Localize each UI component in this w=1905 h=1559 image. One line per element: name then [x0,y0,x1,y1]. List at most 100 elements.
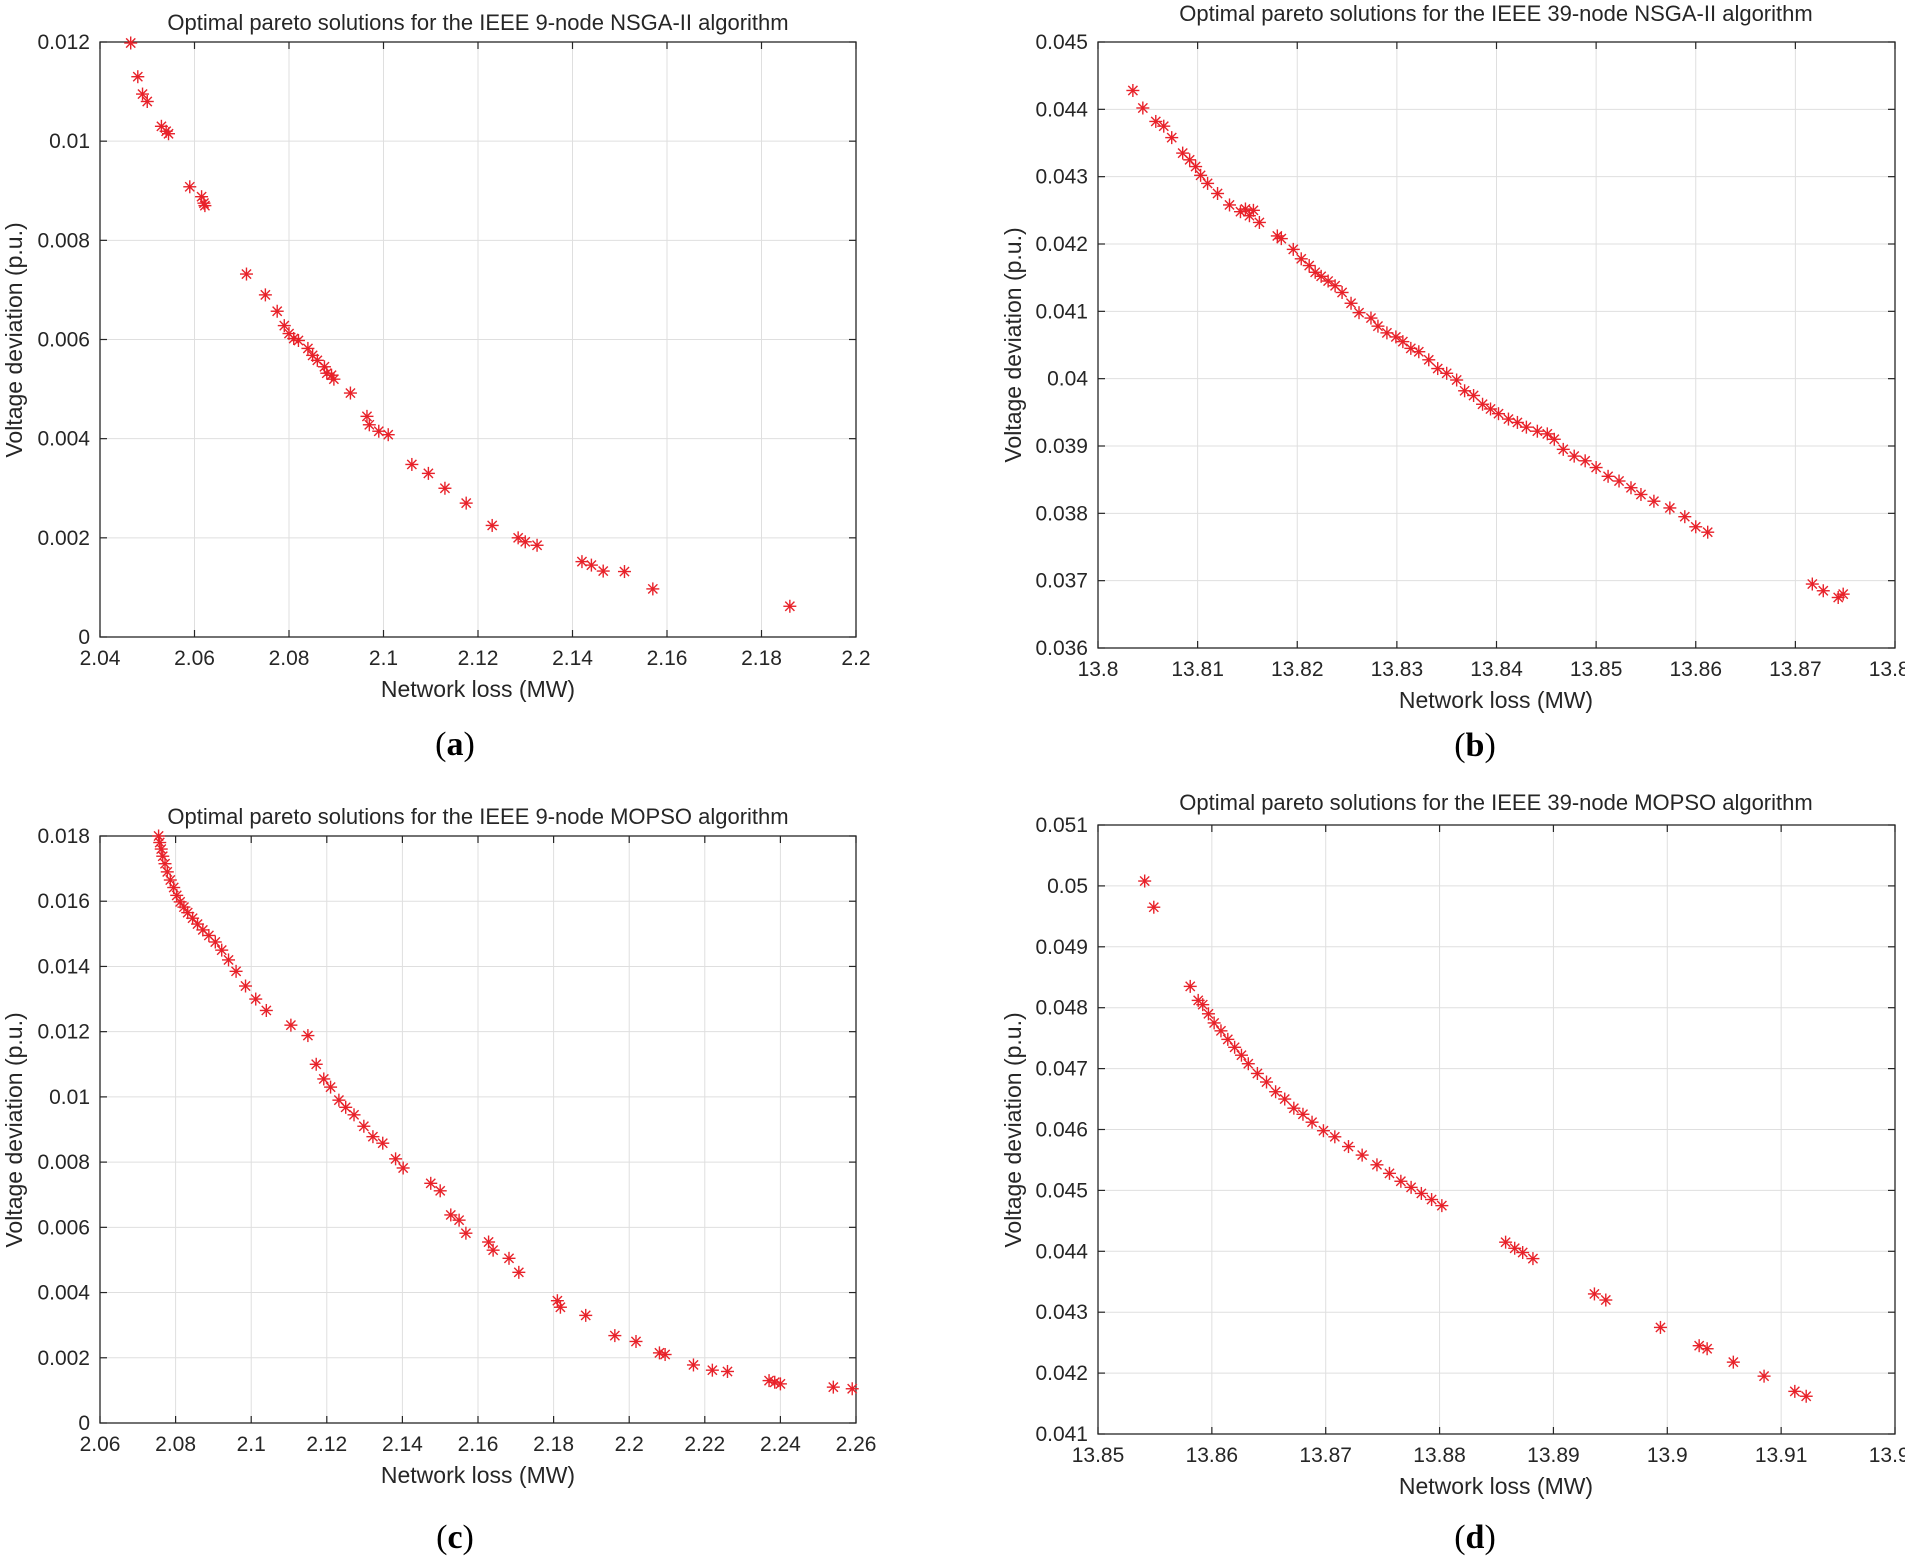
panel-b-data-point [1805,577,1819,591]
panel-a-data-point [381,428,395,442]
panel-b-ytick-label: 0.039 [1035,435,1088,458]
panel-a-data-point [140,95,154,108]
panel-b-data-point [1412,345,1426,359]
panel-b-data-point [1371,319,1385,333]
panel-a-xtick-label: 2.04 [80,647,121,670]
panel-d-data-point [1214,1024,1228,1038]
panel-b-label-letter: b [1466,727,1485,764]
panel-b-grid [1098,42,1895,648]
panel-c: 2.06 2.08 2.1 2.12 2.14 2.16 2.18 2.2 2.22 2.24 2.… [1,804,876,1556]
panel-b-data-point [1335,285,1349,299]
panel-d-data-point [1138,874,1152,888]
panel-b-data-point [1223,198,1237,212]
panel-a-xtick-label: 2.06 [174,647,215,670]
panel-c-xticks: 2.06 2.08 2.1 2.12 2.14 2.16 2.18 2.2 2.22 2.24 2.… [80,836,876,1456]
panel-d-data-point [1499,1235,1513,1249]
panel-b-xtick-label: 13.88 [1869,658,1905,681]
panel-c-data-point [284,1018,298,1032]
panel-d-data-point [1228,1040,1242,1054]
panel-b-xticks: 13.8 13.81 13.82 13.83 13.84 13.85 13.86 13.87 1… [1078,42,1905,681]
panel-a-data-point [197,196,211,210]
panel-a-plot-area [99,41,857,638]
panel-c-data-point [424,1176,438,1190]
panel-d-data-point [1599,1293,1613,1307]
panel-b-points [1126,83,1850,604]
panel-c-ytick-label: 0.012 [37,1021,90,1044]
panel-b-xtick-label: 13.81 [1171,658,1224,681]
panel-d-data-point [1700,1342,1714,1356]
panel-d-ytick-label: 0.048 [1035,997,1088,1020]
panel-c-xlabel: Network loss (MW) [381,1462,575,1488]
panel-c-xtick-label: 2.06 [80,1433,121,1456]
panel-d-xtick-label: 13.85 [1072,1444,1125,1467]
panel-d-data-point [1726,1355,1740,1369]
panel-b-data-point [1589,461,1603,475]
panel-a-points [124,36,797,613]
panel-d-xticks: 13.85 13.86 13.87 13.88 13.89 13.9 13.91 13.92 [1072,825,1905,1467]
panel-d-data-point [1435,1199,1449,1213]
panel-b-ytick-label: 0.037 [1035,570,1088,593]
panel-c-data-point [309,1057,323,1071]
panel-a-xtick-label: 2.14 [552,647,593,670]
panel-a-xtick-label: 2.08 [269,647,310,670]
panel-d-ytick-label: 0.049 [1035,936,1088,959]
panel-c-data-point [396,1161,410,1175]
panel-a-data-point [198,199,212,213]
panel-a-data-point [518,535,532,549]
panel-d-data-point [1394,1174,1408,1188]
panel-a-data-point [162,127,176,141]
panel-c-xtick-label: 2.24 [760,1433,801,1456]
panel-a-data-point [360,409,374,423]
panel-a-data-point [301,341,315,355]
panel-c-data-point [153,836,167,850]
panel-d-ytick-label: 0.041 [1035,1423,1088,1446]
panel-b-data-point [1344,296,1358,310]
panel-b-data-point [1149,114,1163,128]
panel-d-ytick-label: 0.045 [1035,1179,1088,1202]
panel-b-yticks: 0.036 0.037 0.038 0.039 0.04 0.041 0.042 0.043 0… [1035,31,1895,660]
panel-b-data-point [1467,389,1481,402]
panel-a-grid [100,42,856,637]
panel-b-xtick-label: 13.84 [1470,658,1523,681]
panel-a-data-point [270,304,284,318]
panel-d-ylabel: Voltage deviation (p.u.) [1000,1012,1026,1247]
panel-a-data-point [291,333,305,347]
panel-d-data-point [1207,1016,1221,1030]
panel-c-plot-area [99,835,857,1424]
panel-b-data-point [1389,330,1403,344]
panel-c-data-point [773,1377,787,1391]
panel-a-ytick-label: 0.006 [37,329,90,352]
panel-b-ytick-label: 0.042 [1035,233,1088,256]
panel-b-data-point [1274,232,1288,246]
panel-c-ytick-label: 0.01 [49,1086,90,1109]
panel-a-data-point [405,457,419,471]
panel-c-data-point [444,1208,458,1222]
panel-d-data-point [1183,979,1197,993]
panel-c-data-point [762,1374,776,1388]
panel-b-data-point [1431,362,1445,376]
panel-b-plot-area [1097,41,1896,649]
panel-d-xtick-label: 13.92 [1869,1444,1905,1467]
panel-c-title: Optimal pareto solutions for the IEEE 9-… [167,804,788,829]
panel-b-data-point [1816,584,1830,598]
panel-b-ytick-label: 0.041 [1035,300,1088,323]
panel-a-data-point [124,36,138,50]
panel-b-data-point [1601,469,1615,483]
panel-c-data-point [608,1329,622,1343]
panel-b-data-point [1624,481,1638,495]
panel-b-data-point [1396,335,1410,349]
panel-b-title: Optimal pareto solutions for the IEEE 39… [1179,1,1812,26]
panel-b-data-point [1836,587,1850,601]
panel-c-xtick-label: 2.1 [237,1433,266,1456]
panel-a-data-point [239,267,253,281]
panel-d-data-point [1296,1107,1310,1121]
panel-d: 13.8513.8613.8713.8813.8913.913.9113.92 … [1000,790,1905,1556]
panel-d-data-point [1355,1148,1369,1162]
panel-d-ytick-label: 0.043 [1035,1301,1088,1324]
panel-c-data-point [339,1100,353,1114]
panel-c-xtick-label: 2.14 [382,1433,423,1456]
panel-d-data-point [1201,1007,1215,1021]
panel-c-ytick-label: 0.018 [37,825,90,848]
panel-b-data-point [1321,274,1335,288]
panel-d-data-point [1316,1124,1330,1138]
